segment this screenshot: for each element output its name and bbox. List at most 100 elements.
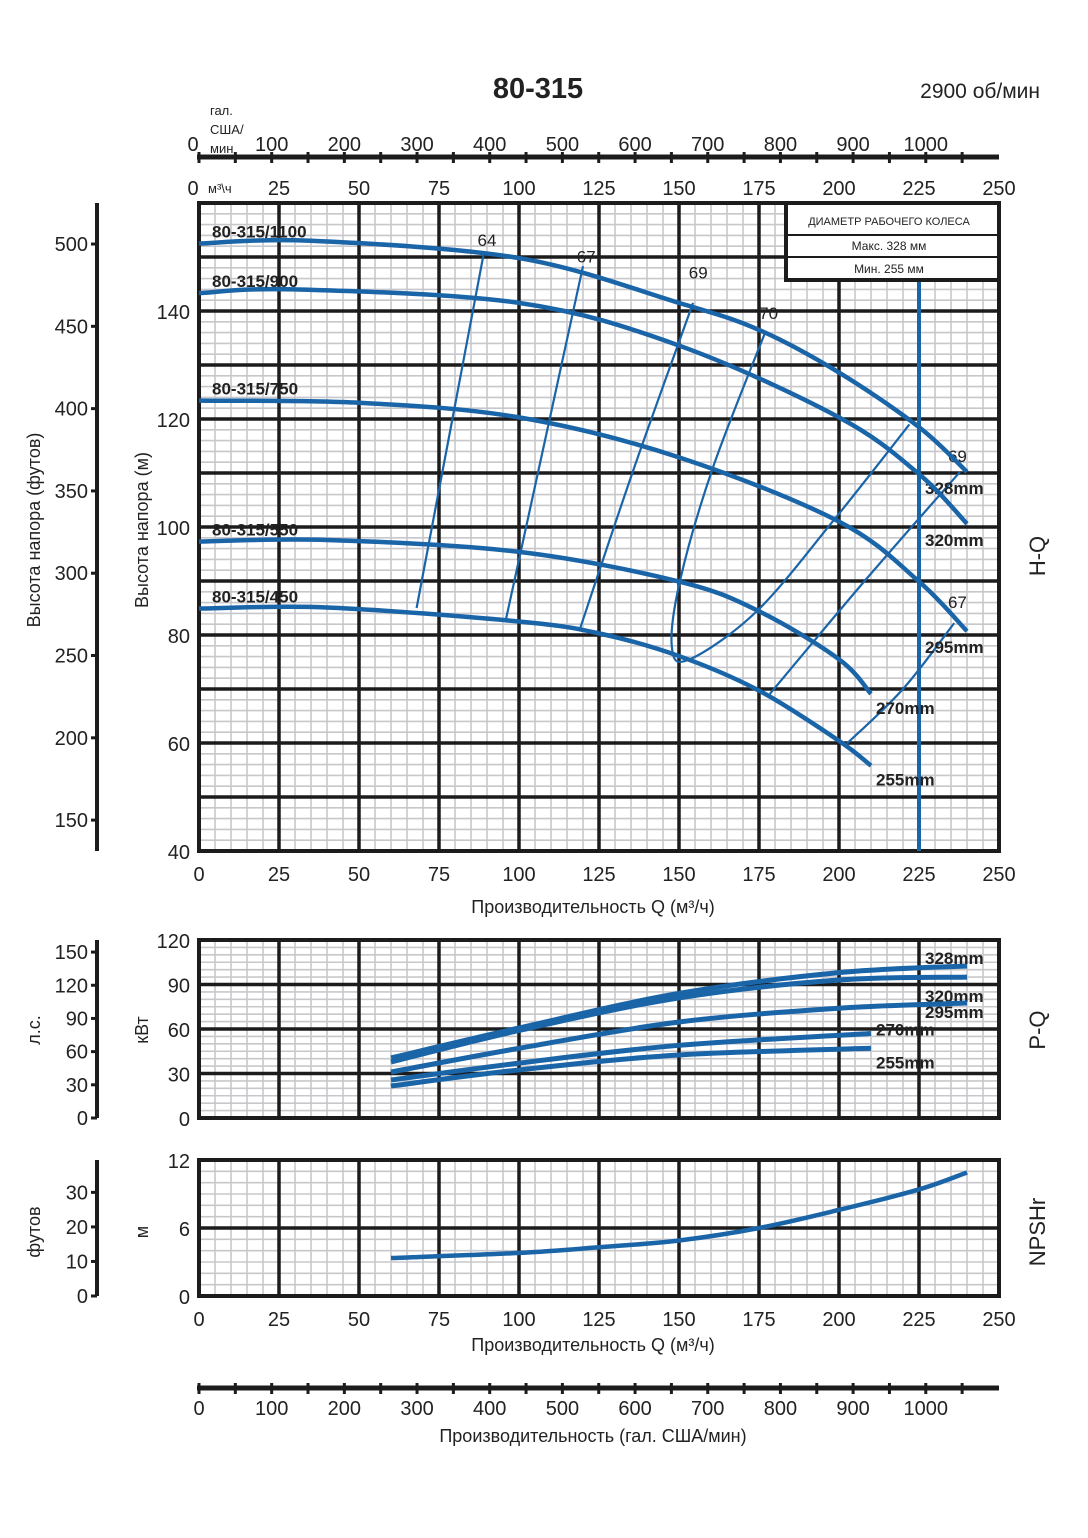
- efficiency-label: 64: [478, 231, 497, 250]
- hq-secondary-tick-label: 250: [55, 646, 88, 668]
- top-m3-tick-label: 50: [348, 178, 370, 200]
- pq-secondary-tick-label: 150: [55, 942, 88, 964]
- top-gal-tick-label: 900: [836, 134, 869, 156]
- pq-axis-title: кВт: [132, 1016, 152, 1044]
- bottom-gal-tick-label: 0: [193, 1398, 204, 1420]
- pq-curve-end-label: 328mm: [925, 949, 984, 968]
- hq-y-tick-label: 100: [157, 518, 190, 540]
- hq-secondary-tick-label: 450: [55, 316, 88, 338]
- hq-curve-328mm: [198, 237, 969, 474]
- pq-secondary-tick-label: 0: [77, 1108, 88, 1130]
- bottom-gal-tick-label: 600: [618, 1398, 651, 1420]
- hq-x-axis-title: Производительность Q (м³/ч): [471, 897, 714, 917]
- top-gal-tick-label: 800: [764, 134, 797, 156]
- hq-x-tick-label: 150: [662, 864, 695, 886]
- top-gal-tick-label: 600: [618, 134, 651, 156]
- efficiency-line-64: [415, 253, 485, 609]
- top-m3-tick-label: 250: [982, 178, 1015, 200]
- npsh-x-tick-label: 250: [982, 1309, 1015, 1331]
- bottom-gal-tick-label: 200: [328, 1398, 361, 1420]
- npsh-y-tick-label: 12: [168, 1151, 190, 1173]
- efficiency-label: 70: [759, 304, 778, 323]
- top-gal-unit-label: США/: [210, 122, 244, 137]
- top-m3-tick-label: 175: [742, 178, 775, 200]
- pq-curve-320mm: [390, 974, 968, 1065]
- npsh-axis-title: м: [132, 1226, 152, 1238]
- hq-secondary-tick-label: 150: [55, 810, 88, 832]
- efficiency-label: 69: [948, 447, 967, 466]
- top-gal-unit-label: мин: [210, 141, 233, 156]
- top-m3-unit-label: м³\ч: [208, 181, 232, 196]
- hq-curve-name: 80-315/450: [212, 588, 298, 607]
- npsh-x-tick-label: 150: [662, 1309, 695, 1331]
- hq-y-tick-label: 140: [157, 302, 190, 324]
- bottom-axis-title: Производительность (гал. США/мин): [439, 1426, 746, 1446]
- npsh-secondary-tick-label: 0: [77, 1286, 88, 1308]
- hq-x-tick-label: 50: [348, 864, 370, 886]
- speed-label: 2900 об/мин: [920, 80, 1040, 103]
- top-gal-tick-label: 100: [255, 134, 288, 156]
- hq-curve-end-label: 295mm: [925, 638, 984, 657]
- hq-y-tick-label: 120: [157, 410, 190, 432]
- hq-x-tick-label: 175: [742, 864, 775, 886]
- hq-x-tick-label: 225: [902, 864, 935, 886]
- npsh-grid-frame: [197, 1158, 1001, 1298]
- pq-curve-end-label: 295mm: [925, 1003, 984, 1022]
- hq-curve-name: 80-315/900: [212, 272, 298, 291]
- pq-curve-end-label: 320mm: [925, 987, 984, 1006]
- hq-y-tick-label: 80: [168, 626, 190, 648]
- top-m3-tick-label: 150: [662, 178, 695, 200]
- top-m3-tick-label: 0: [187, 178, 198, 200]
- npsh-secondary-tick-label: 20: [66, 1217, 88, 1239]
- hq-curve-name: 80-315/550: [212, 521, 298, 540]
- top-gal-tick-label: 1000: [904, 134, 949, 156]
- top-gal-tick-label: 500: [546, 134, 579, 156]
- npsh-side-label: NPSHr: [1025, 1198, 1050, 1266]
- hq-y-tick-label: 60: [168, 734, 190, 756]
- bottom-gal-tick-label: 400: [473, 1398, 506, 1420]
- hq-curve-name: 80-315/1100: [212, 223, 307, 242]
- efficiency-line-69: [769, 471, 961, 695]
- top-gal-tick-label: 400: [473, 134, 506, 156]
- efficiency-line-67: [846, 622, 956, 745]
- top-gal-unit-label: гал.: [210, 103, 233, 118]
- npsh-x-tick-label: 75: [428, 1309, 450, 1331]
- bottom-gal-tick-label: 1000: [904, 1398, 949, 1420]
- hq-curve-end-label: 255mm: [876, 771, 935, 790]
- hq-curve-end-label: 320mm: [925, 531, 984, 550]
- top-m3-tick-label: 125: [582, 178, 615, 200]
- pq-curve-255mm: [390, 1045, 872, 1089]
- bottom-gal-tick-label: 100: [255, 1398, 288, 1420]
- hq-grid-frame: [197, 201, 1001, 853]
- npsh-x-tick-label: 125: [582, 1309, 615, 1331]
- npsh-x-tick-label: 175: [742, 1309, 775, 1331]
- pq-y-tick-label: 90: [168, 976, 190, 998]
- pq-curve-270mm: [390, 1030, 872, 1083]
- hq-x-tick-label: 200: [822, 864, 855, 886]
- hq-side-label: H-Q: [1025, 536, 1050, 576]
- npsh-x-tick-label: 100: [502, 1309, 535, 1331]
- hq-x-tick-label: 0: [193, 864, 204, 886]
- npsh-secondary-tick-label: 10: [66, 1251, 88, 1273]
- top-gal-tick-label: 300: [400, 134, 433, 156]
- npsh-y-tick-label: 6: [179, 1219, 190, 1241]
- hq-secondary-tick-label: 300: [55, 563, 88, 585]
- pq-secondary-tick-label: 60: [66, 1042, 88, 1064]
- pq-y-tick-label: 30: [168, 1065, 190, 1087]
- hq-secondary-tick-label: 500: [55, 234, 88, 256]
- legend-min-diameter: Мин. 255 мм: [854, 262, 924, 276]
- hq-x-tick-label: 250: [982, 864, 1015, 886]
- npsh-x-tick-label: 225: [902, 1309, 935, 1331]
- hq-x-tick-label: 75: [428, 864, 450, 886]
- efficiency-label: 67: [577, 247, 596, 266]
- hq-curve-295mm: [198, 398, 969, 633]
- legend-max-diameter: Макс. 328 мм: [852, 239, 927, 253]
- pq-y-tick-label: 60: [168, 1020, 190, 1042]
- pq-y-tick-label: 120: [157, 931, 190, 953]
- hq-secondary-axis-title: Высота напора (футов): [24, 433, 44, 628]
- top-m3-tick-label: 25: [268, 178, 290, 200]
- pq-secondary-axis-title: л.с.: [24, 1015, 44, 1045]
- npsh-x-tick-label: 200: [822, 1309, 855, 1331]
- npsh-x-tick-label: 25: [268, 1309, 290, 1331]
